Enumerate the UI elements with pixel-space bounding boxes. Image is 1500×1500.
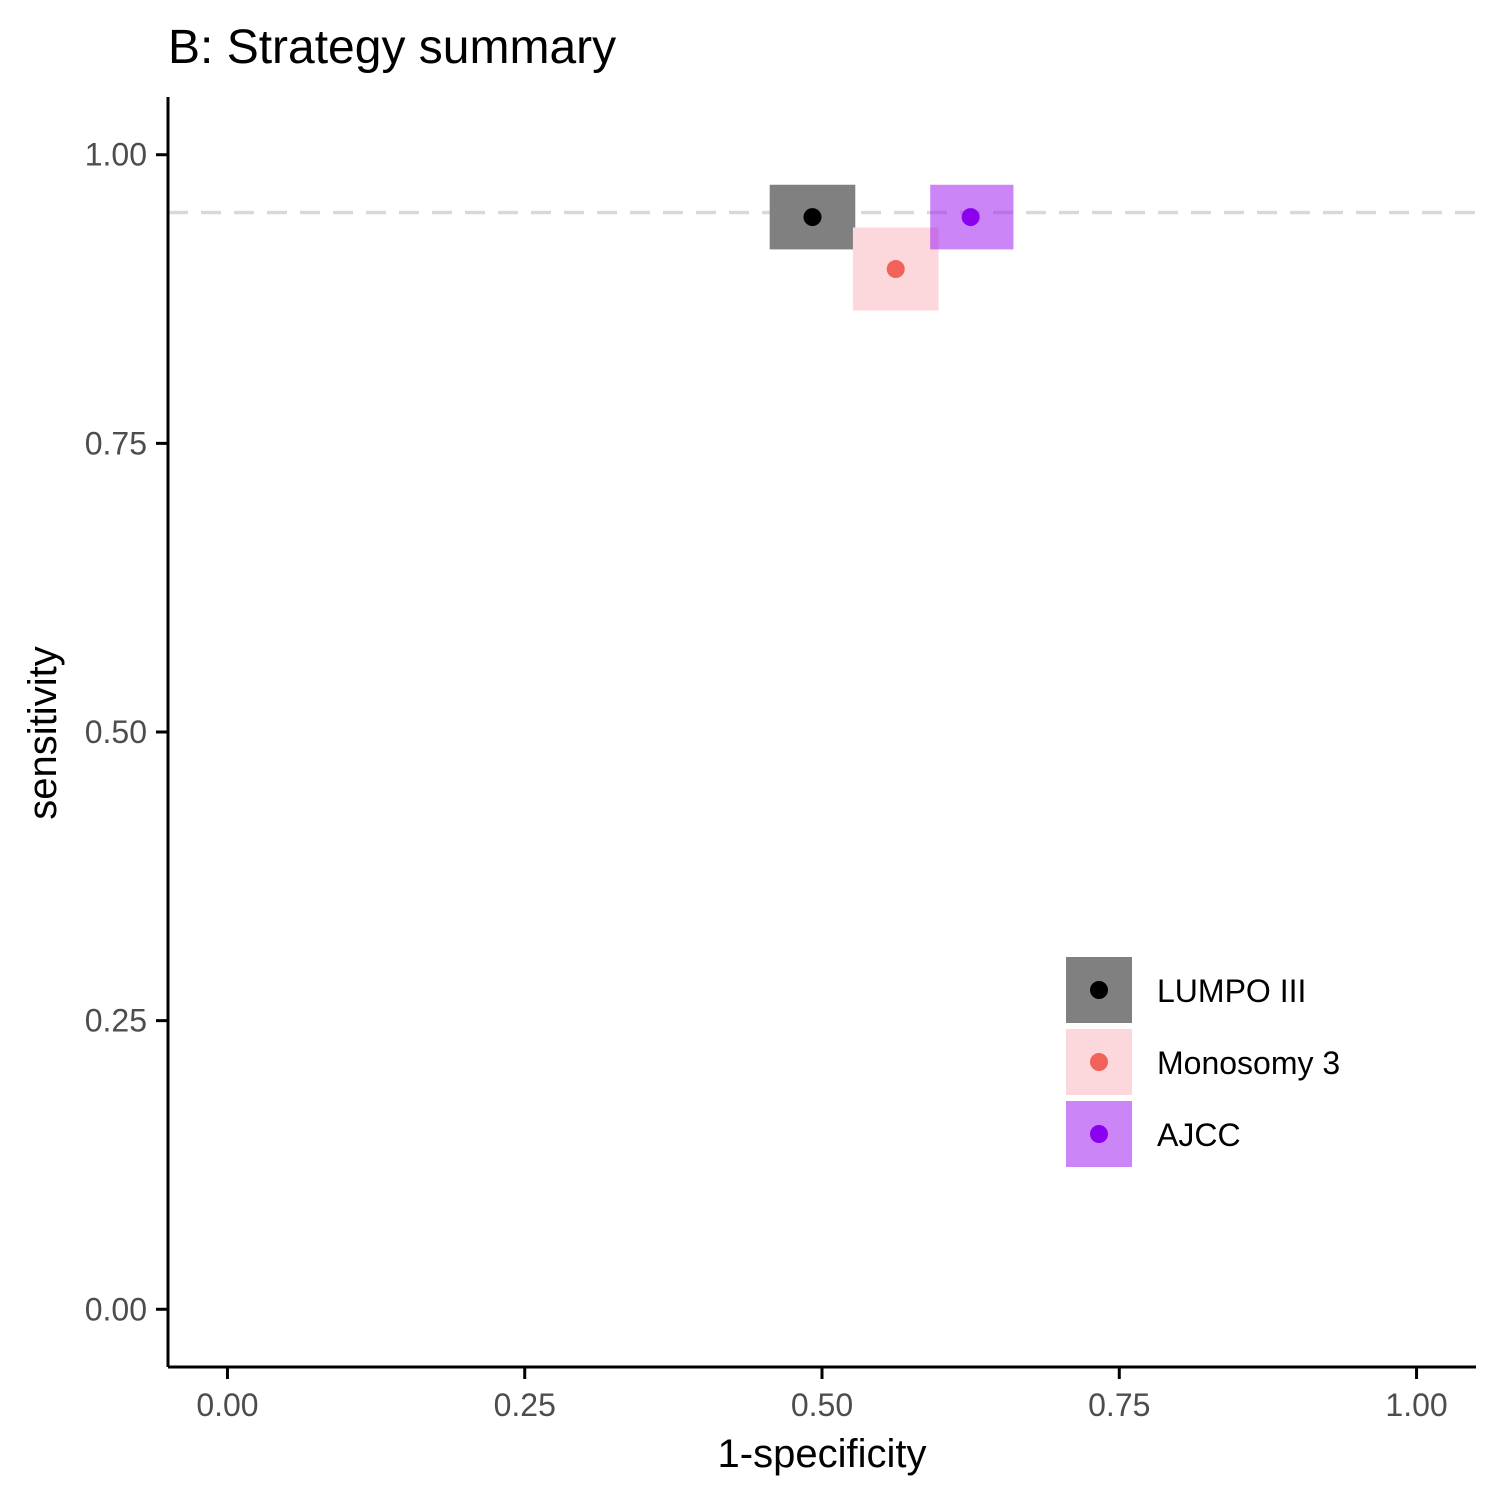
chart-title: B: Strategy summary [168, 21, 616, 74]
legend-point-2 [1090, 1125, 1108, 1143]
x-tick-label-1: 0.25 [494, 1387, 556, 1423]
plot-area [168, 184, 1476, 311]
data-point-1 [886, 260, 905, 279]
y-tick-label-2: 0.50 [85, 714, 147, 750]
legend: LUMPO III Monosomy 3 AJCC [1066, 957, 1340, 1167]
y-tick-label-1: 0.25 [85, 1003, 147, 1039]
y-axis-title: sensitivity [21, 646, 65, 819]
y-axis: 0.00 0.25 0.50 0.75 1.00 [85, 97, 170, 1367]
y-tick-label-4: 1.00 [85, 137, 147, 173]
data-point-0 [803, 208, 822, 227]
legend-label-1: Monosomy 3 [1157, 1045, 1340, 1081]
x-tick-label-4: 1.00 [1385, 1387, 1447, 1423]
legend-label-2: AJCC [1157, 1117, 1241, 1153]
x-tick-label-2: 0.50 [791, 1387, 853, 1423]
data-point-2 [961, 208, 980, 227]
legend-label-0: LUMPO III [1157, 973, 1306, 1009]
legend-point-1 [1090, 1053, 1108, 1071]
y-tick-label-0: 0.00 [85, 1291, 147, 1327]
x-tick-label-0: 0.00 [196, 1387, 258, 1423]
x-axis-title: 1-specificity [718, 1432, 927, 1476]
x-axis: 0.00 0.25 0.50 0.75 1.00 [168, 1365, 1476, 1423]
legend-point-0 [1090, 981, 1108, 999]
x-tick-label-3: 0.75 [1088, 1387, 1150, 1423]
y-tick-label-3: 0.75 [85, 425, 147, 461]
